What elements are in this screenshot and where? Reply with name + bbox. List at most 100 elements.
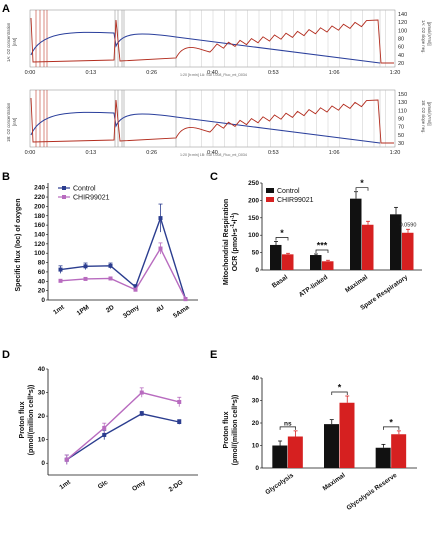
d-ylabel-line1: Proton flux: [19, 401, 26, 438]
c-ylabel-line2: OCR (pmol•s-1•l-1): [230, 213, 239, 272]
significance-label: *: [389, 417, 393, 427]
data-point: [84, 264, 88, 268]
right-tick-label: 70: [398, 125, 404, 131]
x-tick-label: 0:26: [146, 70, 157, 76]
right-tick-label: 130: [398, 100, 407, 106]
y-tick-label: 250: [248, 180, 259, 187]
legend-label: CHIR99021: [277, 197, 314, 204]
panel-label-c: C: [210, 171, 218, 183]
y-tick-label: 160: [34, 222, 45, 229]
y-tick-label: 0: [255, 465, 259, 472]
panel-label-d: D: [2, 349, 10, 361]
legend-label: CHIR99021: [73, 195, 110, 202]
panel-e: Proton flux (pmol/(million cell*s)) 0102…: [223, 375, 417, 512]
y-tick-label: 150: [248, 215, 259, 222]
bar: [362, 225, 374, 270]
right-tick-label: 120: [398, 20, 407, 26]
x-tick-label: 0:13: [85, 150, 96, 156]
x-tick-label: 0:53: [268, 150, 279, 156]
a-bottom-left-axis-unit: [nM]: [12, 118, 17, 126]
series-line: [67, 393, 180, 460]
data-point: [84, 277, 88, 281]
y-tick-label: 30: [252, 398, 260, 405]
x-tick-label: 5Ama: [172, 304, 191, 320]
y-tick-label: 0: [41, 460, 45, 467]
panel-label-a: A: [2, 3, 10, 15]
significance-label: *: [280, 228, 284, 238]
legend-marker: [62, 195, 66, 199]
bar: [402, 233, 414, 270]
y-tick-label: 40: [38, 366, 46, 373]
legend-swatch: [266, 197, 274, 202]
y-tick-label: 120: [34, 241, 45, 248]
x-tick-label: 0:00: [25, 70, 36, 76]
b-ylabel: Specific flux (Ioc) of oxygen: [15, 199, 22, 292]
significance-label: ***: [317, 240, 328, 250]
right-tick-label: 60: [398, 45, 404, 51]
y-tick-label: 140: [34, 231, 45, 238]
a-bottom-right-axis-unit: [pmol/(s*ml)]: [427, 102, 432, 126]
data-point: [140, 391, 144, 395]
bar: [270, 245, 282, 270]
right-tick-label: 90: [398, 117, 404, 123]
x-tick-label: Glycolysis Reserve: [345, 472, 398, 512]
x-tick-label: 4U: [155, 304, 166, 315]
bar: [288, 437, 303, 469]
y-tick-label: 40: [252, 375, 260, 382]
bar: [324, 424, 339, 468]
x-tick-label: ATP-linked: [298, 274, 329, 299]
right-tick-label: 110: [398, 108, 407, 114]
y-tick-label: 100: [248, 232, 259, 239]
data-point: [177, 420, 181, 424]
right-tick-label: 20: [398, 61, 404, 67]
p-value-label: 0.0590: [400, 222, 417, 228]
panel-a-bottom: 1B: O2 concentration [nM] 1B: O2 slope n…: [6, 90, 432, 157]
y-tick-label: 60: [38, 269, 46, 276]
c-ylabel-line1: Mitochondrial Respiration: [223, 199, 230, 285]
data-point: [159, 216, 163, 220]
data-point: [134, 288, 138, 292]
e-ylabel-line1: Proton flux: [223, 411, 230, 448]
y-tick-label: 50: [252, 250, 260, 257]
right-tick-label: 50: [398, 133, 404, 139]
y-tick-label: 80: [38, 260, 46, 267]
data-point: [102, 433, 106, 437]
y-tick-label: 20: [252, 420, 260, 427]
right-tick-label: 150: [398, 92, 407, 98]
x-tick-label: 0:00: [25, 150, 36, 156]
y-tick-label: 200: [34, 203, 45, 210]
x-tick-label: Maximal: [322, 472, 347, 493]
y-tick-label: 0: [255, 267, 259, 274]
x-tick-label: 3Omy: [122, 304, 141, 320]
data-point: [65, 458, 69, 462]
right-tick-label: 80: [398, 37, 404, 43]
legend-marker: [62, 186, 66, 190]
bar: [322, 261, 334, 270]
significance-label: ns: [284, 420, 292, 427]
x-tick-label: 0:40: [207, 150, 218, 156]
x-tick-label: 0:40: [207, 70, 218, 76]
bar: [282, 254, 294, 270]
a-bottom-right-axis-label: 1B: O2 slope neg.: [421, 100, 426, 134]
panel-a-top: 1A: O2 concentration [nM] 1A: O2 slope n…: [6, 10, 432, 77]
y-tick-label: 220: [34, 194, 45, 201]
x-tick-label: Basal: [271, 274, 289, 290]
panel-c: Mitochondrial Respiration OCR (pmol•s-1•…: [223, 178, 422, 312]
d-ylabel-line2: (pmol/(million cell*s)): [28, 385, 35, 456]
a-top-right-axis-unit: [pmol/(s*ml)]: [427, 22, 432, 46]
significance-label: *: [360, 178, 364, 188]
bar: [376, 448, 391, 468]
a-top-left-axis-label: 1A: O2 concentration: [6, 22, 11, 62]
x-tick-label: 1mt: [58, 478, 72, 491]
data-point: [59, 279, 63, 283]
bar: [391, 434, 406, 468]
y-tick-label: 240: [34, 185, 45, 192]
a-top-right-axis-label: 1A: O2 slope neg.: [421, 20, 426, 54]
data-point: [109, 264, 113, 268]
series-line: [61, 249, 186, 300]
bar: [350, 199, 362, 270]
y-tick-label: 30: [38, 390, 46, 397]
a-bottom-left-axis-label: 1B: O2 concentration: [6, 102, 11, 142]
data-point: [140, 412, 144, 416]
x-tick-label: 1PM: [76, 304, 91, 317]
